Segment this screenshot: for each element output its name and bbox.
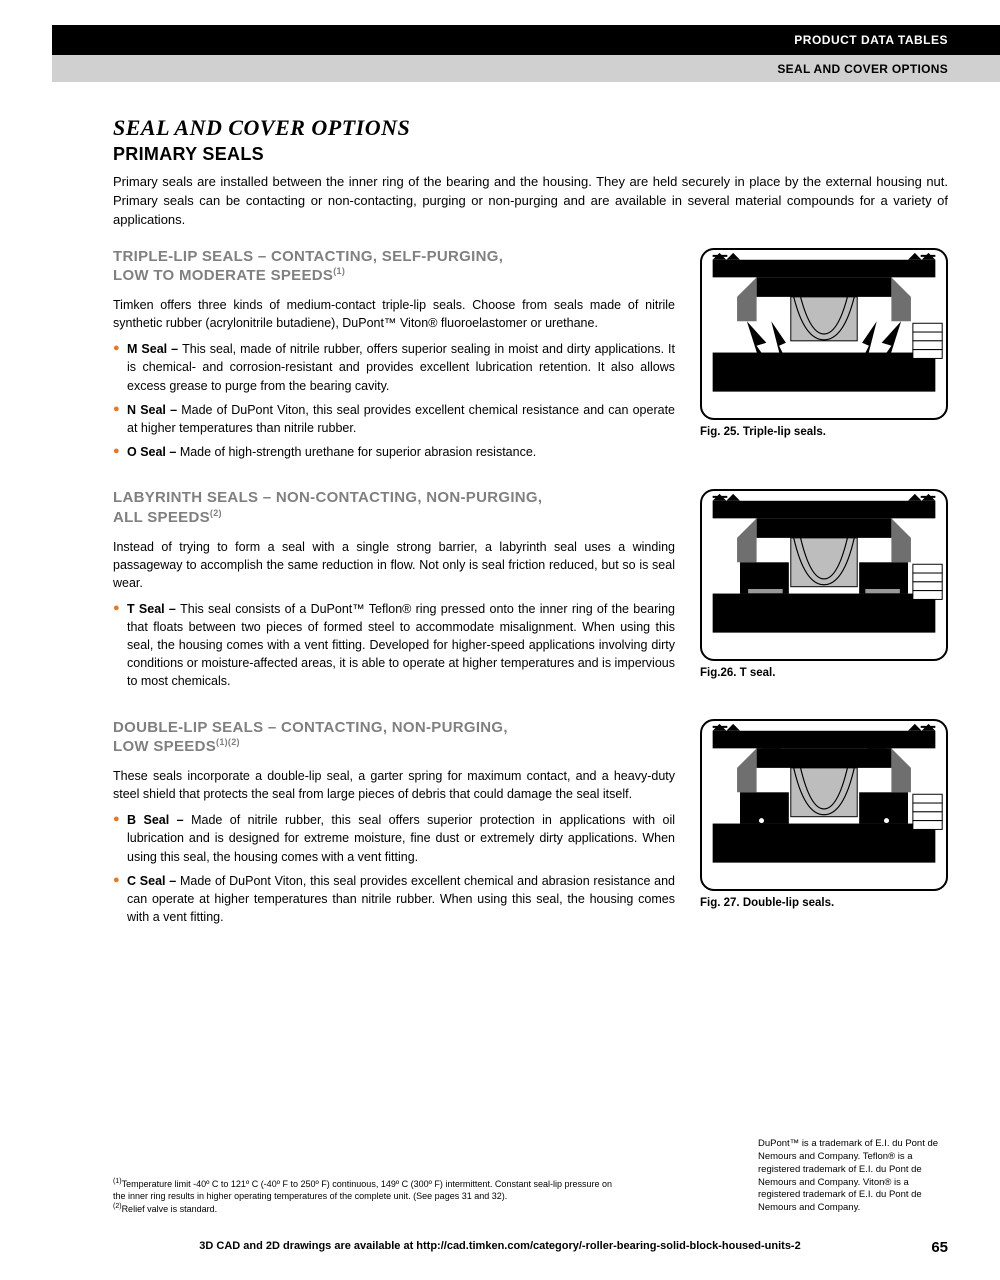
- page-subtitle: PRIMARY SEALS: [113, 144, 948, 165]
- heading-line2: LOW SPEEDS: [113, 738, 216, 755]
- header-grey-bar: SEAL AND COVER OPTIONS: [52, 55, 1000, 82]
- footnote-1: Temperature limit -40º C to 121º C (-40º…: [113, 1179, 612, 1201]
- bullet-list: B Seal – Made of nitrile rubber, this se…: [113, 811, 675, 926]
- heading-sup: (2): [210, 508, 222, 518]
- header-category: PRODUCT DATA TABLES: [794, 33, 948, 47]
- bullet-item: N Seal – Made of DuPont Viton, this seal…: [127, 401, 675, 437]
- footnotes: (1)Temperature limit -40º C to 121º C (-…: [113, 1177, 613, 1215]
- figure-25: Fig. 25. Triple-lip seals.: [700, 248, 948, 438]
- bullet-text: Made of DuPont Viton, this seal provides…: [127, 874, 675, 924]
- bullet-lead: T Seal –: [127, 602, 180, 616]
- bullet-lead: B Seal –: [127, 813, 191, 827]
- page-title: SEAL AND COVER OPTIONS: [113, 115, 948, 141]
- bullet-item: T Seal – This seal consists of a DuPont™…: [127, 600, 675, 691]
- figure-diagram: [700, 248, 948, 420]
- section-triple-lip: TRIPLE-LIP SEALS – CONTACTING, SELF-PURG…: [113, 248, 948, 468]
- bullet-text: Made of high-strength urethane for super…: [180, 445, 536, 459]
- heading-line2: ALL SPEEDS: [113, 509, 210, 526]
- page-content: SEAL AND COVER OPTIONS PRIMARY SEALS Pri…: [113, 115, 948, 954]
- figure-diagram: [700, 489, 948, 661]
- heading-sup: (1): [333, 266, 345, 276]
- section-heading: LABYRINTH SEALS – NON-CONTACTING, NON-PU…: [113, 489, 675, 528]
- heading-line1: TRIPLE-LIP SEALS – CONTACTING, SELF-PURG…: [113, 248, 503, 265]
- bullet-lead: N Seal –: [127, 403, 181, 417]
- page-number: 65: [931, 1239, 948, 1256]
- bullet-lead: M Seal –: [127, 342, 182, 356]
- bullet-item: O Seal – Made of high-strength urethane …: [127, 443, 675, 461]
- heading-line1: DOUBLE-LIP SEALS – CONTACTING, NON-PURGI…: [113, 719, 508, 736]
- header-black-bar: PRODUCT DATA TABLES: [52, 25, 1000, 55]
- bullet-list: T Seal – This seal consists of a DuPont™…: [113, 600, 675, 691]
- section-intro: These seals incorporate a double-lip sea…: [113, 767, 675, 803]
- bullet-text: This seal, made of nitrile rubber, offer…: [127, 342, 675, 392]
- figure-caption: Fig. 27. Double-lip seals.: [700, 897, 948, 909]
- figure-caption: Fig. 25. Triple-lip seals.: [700, 426, 948, 438]
- bullet-item: M Seal – This seal, made of nitrile rubb…: [127, 340, 675, 394]
- bullet-lead: O Seal –: [127, 445, 180, 459]
- figure-26: Fig.26. T seal.: [700, 489, 948, 679]
- footnote-2: Relief valve is standard.: [122, 1204, 218, 1214]
- bullet-text: Made of nitrile rubber, this seal offers…: [127, 813, 675, 863]
- header-subcategory: SEAL AND COVER OPTIONS: [777, 62, 948, 76]
- section-labyrinth: LABYRINTH SEALS – NON-CONTACTING, NON-PU…: [113, 489, 948, 697]
- heading-sup: (1)(2): [216, 737, 240, 747]
- heading-line2: LOW TO MODERATE SPEEDS: [113, 267, 333, 284]
- bullet-item: C Seal – Made of DuPont Viton, this seal…: [127, 872, 675, 926]
- figure-diagram: [700, 719, 948, 891]
- figure-caption: Fig.26. T seal.: [700, 667, 948, 679]
- heading-line1: LABYRINTH SEALS – NON-CONTACTING, NON-PU…: [113, 489, 542, 506]
- section-double-lip: DOUBLE-LIP SEALS – CONTACTING, NON-PURGI…: [113, 719, 948, 933]
- trademark-note: DuPont™ is a trademark of E.I. du Pont d…: [758, 1138, 948, 1215]
- section-intro: Instead of trying to form a seal with a …: [113, 538, 675, 592]
- bullet-lead: C Seal –: [127, 874, 180, 888]
- section-intro: Timken offers three kinds of medium-cont…: [113, 296, 675, 332]
- figure-27: Fig. 27. Double-lip seals.: [700, 719, 948, 909]
- intro-paragraph: Primary seals are installed between the …: [113, 173, 948, 230]
- bullet-text: This seal consists of a DuPont™ Teflon® …: [127, 602, 675, 689]
- bullet-list: M Seal – This seal, made of nitrile rubb…: [113, 340, 675, 461]
- bullet-item: B Seal – Made of nitrile rubber, this se…: [127, 811, 675, 865]
- section-heading: DOUBLE-LIP SEALS – CONTACTING, NON-PURGI…: [113, 719, 675, 758]
- bullet-text: Made of DuPont Viton, this seal provides…: [127, 403, 675, 435]
- section-heading: TRIPLE-LIP SEALS – CONTACTING, SELF-PURG…: [113, 248, 675, 287]
- footer-link-text: 3D CAD and 2D drawings are available at …: [0, 1240, 1000, 1252]
